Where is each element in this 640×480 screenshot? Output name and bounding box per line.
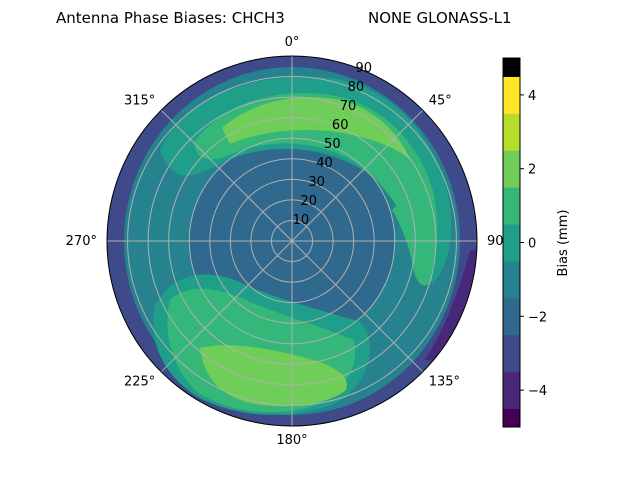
colorbar-tick-label: 2 <box>528 163 536 178</box>
colorbar-band <box>503 371 520 410</box>
zenith-tick-label: 10 <box>293 213 310 228</box>
field-lower-peak <box>200 345 347 407</box>
grid-spoke <box>160 240 293 373</box>
colorbar-tick-label: −4 <box>528 384 547 399</box>
zenith-tick-label: 90 <box>356 61 373 76</box>
polar-frame <box>106 55 478 427</box>
colorbar-band <box>503 187 520 225</box>
grid-spoke <box>291 240 424 373</box>
zenith-tick-labels: 10 20 30 40 50 60 70 80 90 <box>293 61 372 228</box>
polar-grid <box>107 56 477 426</box>
zenith-tick-label: 70 <box>340 99 357 114</box>
azimuth-label: 180° <box>276 433 307 448</box>
azimuth-label: 225° <box>124 375 155 390</box>
azimuth-label: 270° <box>66 234 97 249</box>
zenith-tick-label: 20 <box>300 194 317 209</box>
colorbar-tick-label: 0 <box>528 237 536 252</box>
colorbar: −4 −2 0 2 4 <box>502 57 547 428</box>
colorbar-band <box>503 113 520 151</box>
azimuth-label: 135° <box>429 375 460 390</box>
colorbar-band <box>503 224 520 262</box>
zenith-tick-label: 60 <box>332 118 349 133</box>
colorbar-band <box>503 408 520 428</box>
zenith-tick-label: 50 <box>324 137 341 152</box>
azimuth-label: 45° <box>429 93 452 108</box>
grid-spoke <box>160 109 293 242</box>
colorbar-label: Bias (mm) <box>556 210 571 277</box>
field-upper-peak <box>222 97 410 160</box>
zenith-tick-label: 30 <box>308 175 325 190</box>
zenith-tick-label: 80 <box>348 80 365 95</box>
colorbar-band <box>503 297 520 336</box>
chart-title-left: Antenna Phase Biases: CHCH3 <box>56 9 285 27</box>
grid-spoke <box>291 109 424 242</box>
azimuth-label: 315° <box>124 93 155 108</box>
azimuth-label: 0° <box>285 35 300 50</box>
colorbar-tick-label: −2 <box>528 310 547 325</box>
colorbar-band <box>503 76 520 114</box>
colorbar-band <box>503 150 520 188</box>
chart-title-right: NONE GLONASS-L1 <box>368 9 512 27</box>
colorbar-band <box>503 58 520 77</box>
colorbar-band <box>503 334 520 373</box>
zenith-tick-label: 40 <box>316 156 333 171</box>
field-right-arc <box>392 200 432 286</box>
colorbar-tick-label: 4 <box>528 89 536 104</box>
colorbar-band <box>503 260 520 299</box>
